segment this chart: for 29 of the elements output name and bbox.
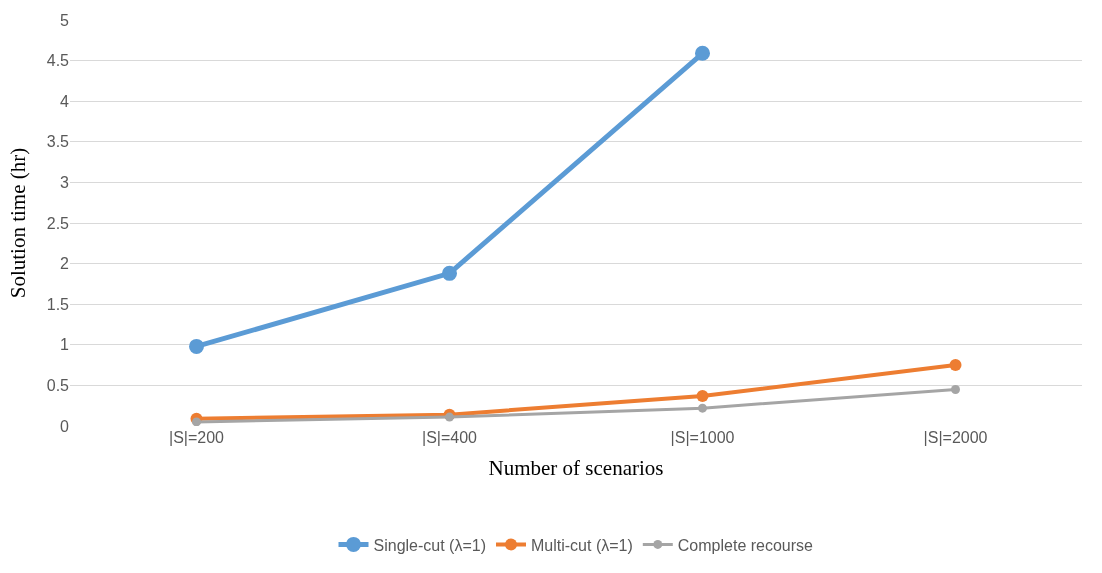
legend-label: Single-cut (λ=1) [373,536,486,554]
point [695,45,710,61]
point [189,338,204,354]
y-axis-title: Solution time (hr) [5,147,30,299]
x-axis-title: Number of scenarios [488,456,664,481]
y-tick-label: 5 [60,11,70,29]
x-tick-label: |S|=200 [168,429,225,446]
legend-label: Complete recourse [677,536,814,554]
point [949,359,962,372]
y-tick-label: 1.5 [46,295,70,313]
y-tick-label: 3 [60,174,70,191]
x-tick-label: |S|=2000 [923,429,988,446]
y-tick-label: 1 [60,336,70,354]
x-tick-label: |S|=400 [421,429,478,446]
y-tick-label: 3.5 [46,133,70,151]
point [951,384,960,394]
y-tick-label: 0 [60,417,70,435]
point [696,389,709,402]
y-tick-label: 4 [60,92,70,110]
point [698,403,707,413]
y-tick-label: 2 [60,255,70,273]
y-tick-label: 4.5 [46,52,70,70]
y-tick-label: 0.5 [46,377,70,394]
y-tick-label: 2.5 [46,214,70,232]
point [445,412,454,422]
legend-label: Multi-cut (λ=1) [531,536,633,554]
point [192,417,201,426]
point [442,265,457,281]
x-tick-label: |S|=1000 [670,429,735,446]
